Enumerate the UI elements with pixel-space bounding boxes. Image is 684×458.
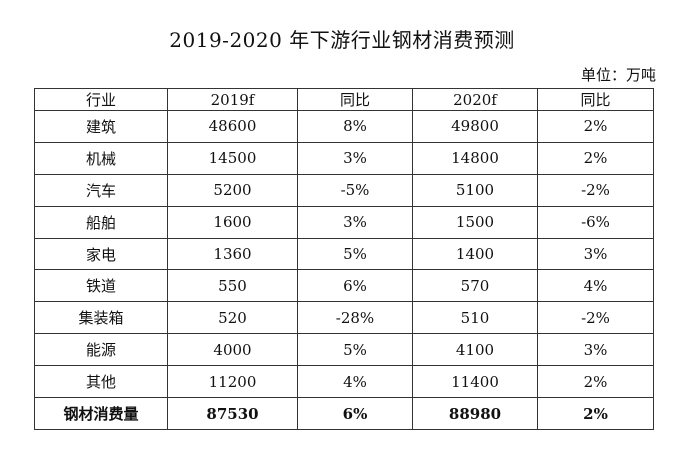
- total-yoy-2020: 2%: [537, 397, 654, 430]
- cell-yoy-2020: 3%: [537, 333, 654, 367]
- cell-2020f: 1400: [412, 237, 538, 271]
- header-yoy-2020: 同比: [537, 88, 654, 111]
- cell-2020f: 1500: [412, 205, 538, 239]
- total-yoy-2019: 6%: [297, 397, 413, 430]
- cell-2020f: 510: [412, 301, 538, 335]
- cell-yoy-2020: -2%: [537, 301, 654, 335]
- table-row: 家电 1360 5% 1400 3%: [34, 237, 654, 271]
- table-row: 汽车 5200 -5% 5100 -2%: [34, 173, 654, 207]
- cell-yoy-2020: -2%: [537, 173, 654, 207]
- cell-2019f: 14500: [167, 141, 298, 175]
- cell-2020f: 5100: [412, 173, 538, 207]
- table-row: 机械 14500 3% 14800 2%: [34, 141, 654, 175]
- page-title: 2019-2020 年下游行业钢材消费预测: [169, 28, 515, 52]
- table-row: 铁道 550 6% 570 4%: [34, 269, 654, 303]
- cell-2020f: 14800: [412, 141, 538, 175]
- header-2019f: 2019f: [167, 88, 298, 111]
- cell-yoy-2019: -5%: [297, 173, 413, 207]
- cell-2019f: 11200: [167, 365, 298, 399]
- cell-yoy-2020: 2%: [537, 141, 654, 175]
- cell-yoy-2020: 3%: [537, 237, 654, 271]
- cell-yoy-2019: 3%: [297, 141, 413, 175]
- cell-2020f: 49800: [412, 110, 538, 143]
- cell-industry: 建筑: [34, 110, 168, 143]
- header-row: 行业 2019f 同比 2020f 同比: [34, 88, 654, 111]
- cell-yoy-2019: 5%: [297, 333, 413, 367]
- table-row: 能源 4000 5% 4100 3%: [34, 333, 654, 367]
- cell-industry: 其他: [34, 365, 168, 399]
- cell-2019f: 520: [167, 301, 298, 335]
- cell-yoy-2019: 3%: [297, 205, 413, 239]
- total-label: 钢材消费量: [34, 397, 168, 430]
- cell-yoy-2019: 4%: [297, 365, 413, 399]
- cell-2020f: 11400: [412, 365, 538, 399]
- cell-yoy-2019: 8%: [297, 110, 413, 143]
- cell-yoy-2020: -6%: [537, 205, 654, 239]
- cell-industry: 汽车: [34, 173, 168, 207]
- cell-2019f: 1360: [167, 237, 298, 271]
- table-row: 其他 11200 4% 11400 2%: [34, 365, 654, 399]
- table-row: 建筑 48600 8% 49800 2%: [34, 110, 654, 143]
- cell-industry: 能源: [34, 333, 168, 367]
- cell-yoy-2019: 6%: [297, 269, 413, 303]
- cell-yoy-2020: 2%: [537, 365, 654, 399]
- cell-yoy-2020: 4%: [537, 269, 654, 303]
- header-yoy-2019: 同比: [297, 88, 413, 111]
- unit-label: 单位：万吨: [580, 66, 656, 84]
- cell-2019f: 48600: [167, 110, 298, 143]
- cell-2019f: 550: [167, 269, 298, 303]
- header-industry: 行业: [34, 88, 168, 111]
- cell-industry: 船舶: [34, 205, 168, 239]
- cell-2019f: 5200: [167, 173, 298, 207]
- header-2020f: 2020f: [412, 88, 538, 111]
- cell-industry: 铁道: [34, 269, 168, 303]
- cell-2019f: 1600: [167, 205, 298, 239]
- table-row: 船舶 1600 3% 1500 -6%: [34, 205, 654, 239]
- cell-industry: 机械: [34, 141, 168, 175]
- cell-yoy-2019: 5%: [297, 237, 413, 271]
- cell-2020f: 570: [412, 269, 538, 303]
- cell-yoy-2019: -28%: [297, 301, 413, 335]
- cell-industry: 集装箱: [34, 301, 168, 335]
- cell-2019f: 4000: [167, 333, 298, 367]
- table-row: 集装箱 520 -28% 510 -2%: [34, 301, 654, 335]
- cell-yoy-2020: 2%: [537, 110, 654, 143]
- total-2020f: 88980: [412, 397, 538, 430]
- total-row: 钢材消费量 87530 6% 88980 2%: [34, 397, 654, 430]
- cell-industry: 家电: [34, 237, 168, 271]
- total-2019f: 87530: [167, 397, 298, 430]
- forecast-table: 行业 2019f 同比 2020f 同比 建筑 48600 8% 49800 2…: [34, 88, 654, 430]
- cell-2020f: 4100: [412, 333, 538, 367]
